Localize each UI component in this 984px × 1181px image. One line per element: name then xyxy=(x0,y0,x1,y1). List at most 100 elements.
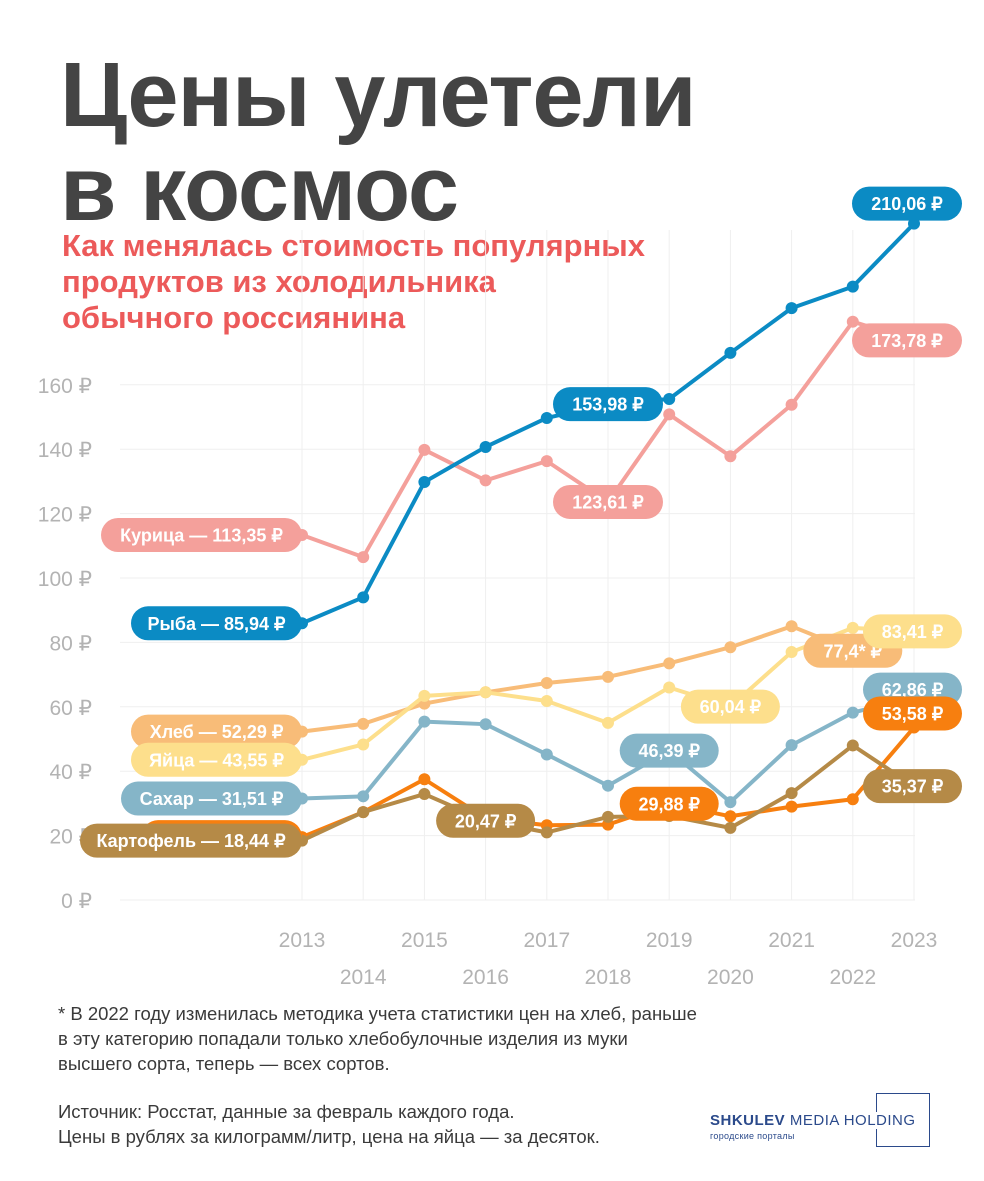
value-label-bg xyxy=(553,484,663,519)
value-label-bg xyxy=(553,387,663,422)
data-point xyxy=(540,455,553,468)
x-tick-label: 2023 xyxy=(891,929,938,952)
value-label-bg xyxy=(619,786,719,821)
data-point xyxy=(602,716,614,729)
source-line-2: Цены в рублях за килограмм/литр, цена на… xyxy=(58,1126,600,1147)
data-point xyxy=(846,280,859,293)
data-point xyxy=(724,450,737,463)
data-point xyxy=(785,620,798,633)
value-label: Рыба — 85,94 ₽ xyxy=(147,614,286,634)
data-point xyxy=(479,440,492,453)
x-tick-label: 2018 xyxy=(585,966,632,989)
value-label: 123,61 ₽ xyxy=(572,492,644,512)
data-point xyxy=(357,551,370,564)
x-tick-label: 2019 xyxy=(646,929,693,952)
value-label-bg xyxy=(131,714,302,749)
data-point xyxy=(540,748,553,761)
y-tick-label: 140 ₽ xyxy=(38,439,92,462)
value-label: Яйца — 43,55 ₽ xyxy=(149,750,284,770)
y-tick-label: 80 ₽ xyxy=(49,632,92,655)
logo-name: SHKULEV MEDIA HOLDING xyxy=(710,1112,919,1129)
data-point xyxy=(418,443,431,456)
value-label: 153,98 ₽ xyxy=(572,395,644,415)
data-point xyxy=(602,810,614,823)
value-label: 53,58 ₽ xyxy=(882,704,944,724)
x-tick-label: 2013 xyxy=(279,929,326,952)
data-point xyxy=(785,398,798,411)
data-point xyxy=(663,657,676,670)
data-point xyxy=(785,302,798,315)
y-tick-label: 60 ₽ xyxy=(49,697,92,720)
value-label: 35,37 ₽ xyxy=(882,777,944,797)
title-line-1: Цены улетели xyxy=(60,44,697,146)
data-point xyxy=(418,773,431,786)
data-point xyxy=(418,689,431,702)
y-tick-label: 0 ₽ xyxy=(61,890,92,913)
data-point xyxy=(785,787,798,800)
x-tick-label: 2015 xyxy=(401,929,448,952)
data-point xyxy=(663,408,676,421)
value-label-bg xyxy=(619,733,719,768)
subtitle-line-2: продуктов из холодильника xyxy=(62,264,496,299)
value-label-bg xyxy=(863,769,962,804)
source-line-1: Источник: Росстат, данные за февраль каж… xyxy=(58,1101,515,1122)
value-label-bg xyxy=(863,696,962,731)
value-label-bg xyxy=(131,606,302,641)
publisher-logo: SHKULEV MEDIA HOLDING городские порталы xyxy=(710,1093,932,1149)
x-tick-label: 2017 xyxy=(523,929,570,952)
data-point xyxy=(846,793,859,806)
value-label-bg xyxy=(121,781,302,816)
data-point xyxy=(479,686,492,699)
data-point xyxy=(846,739,859,752)
subtitle: Как менялась стоимость популярных продук… xyxy=(62,228,702,336)
y-tick-label: 160 ₽ xyxy=(38,375,92,398)
value-label: 60,04 ₽ xyxy=(700,697,762,717)
value-label: Хлеб — 52,29 ₽ xyxy=(150,722,284,742)
value-label-bg xyxy=(80,823,302,858)
data-point xyxy=(357,738,370,751)
data-point xyxy=(540,676,553,689)
price-line-chart: 0 ₽20 ₽40 ₽60 ₽80 ₽100 ₽120 ₽140 ₽160 ₽2… xyxy=(38,186,962,989)
data-point xyxy=(540,411,553,424)
logo-subtitle: городские порталы xyxy=(710,1131,798,1141)
value-label: 29,88 ₽ xyxy=(638,794,700,814)
value-label-bg xyxy=(101,518,302,553)
x-tick-label: 2021 xyxy=(768,929,815,952)
data-point xyxy=(602,779,614,792)
data-point xyxy=(846,621,859,634)
data-point xyxy=(479,474,492,487)
value-label: Курица — 113,35 ₽ xyxy=(120,526,283,546)
y-tick-label: 40 ₽ xyxy=(49,761,92,784)
value-label-bg xyxy=(436,803,536,838)
x-tick-label: 2022 xyxy=(829,966,876,989)
data-point xyxy=(724,641,737,654)
value-label-bg xyxy=(680,689,780,724)
data-point xyxy=(418,715,431,728)
value-label: 62,86 ₽ xyxy=(882,680,944,700)
data-point xyxy=(724,821,737,834)
data-point xyxy=(357,790,370,803)
data-point xyxy=(663,681,676,694)
data-point xyxy=(418,476,431,489)
data-point xyxy=(663,392,676,405)
x-tick-label: 2014 xyxy=(340,966,387,989)
y-tick-label: 100 ₽ xyxy=(38,568,92,591)
data-point xyxy=(357,717,370,730)
value-label: 83,41 ₽ xyxy=(882,622,944,642)
data-point xyxy=(602,670,614,683)
value-label-bg xyxy=(131,742,302,777)
data-point xyxy=(785,800,798,813)
data-point xyxy=(724,810,737,823)
data-point xyxy=(785,646,798,659)
data-point xyxy=(357,591,370,604)
source-note: Источник: Росстат, данные за февраль каж… xyxy=(58,1099,698,1149)
page-title: Цены улетели в космос xyxy=(60,44,697,240)
logo-name-rest: MEDIA HOLDING xyxy=(789,1112,916,1129)
data-point xyxy=(846,315,859,328)
value-label: Картофель — 18,44 ₽ xyxy=(96,831,286,851)
title-line-2: в космос xyxy=(60,138,459,240)
data-point xyxy=(540,695,553,708)
data-point xyxy=(540,826,553,839)
logo-name-bold: SHKULEV xyxy=(710,1112,786,1129)
value-label: 77,4* ₽ xyxy=(824,641,883,661)
